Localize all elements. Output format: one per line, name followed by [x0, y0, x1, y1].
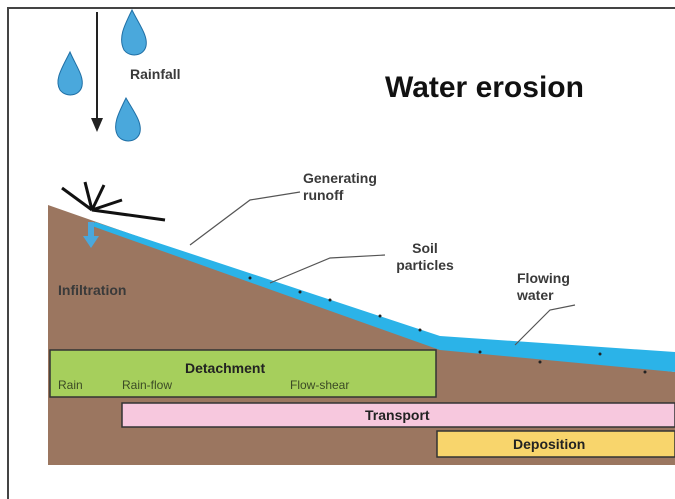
pointer: [190, 192, 300, 245]
transport-label: Transport: [365, 407, 430, 424]
part-label: Rain: [58, 378, 83, 392]
raindrop: [116, 98, 141, 141]
soil-particles-label: Soil particles: [385, 240, 465, 274]
particle: [299, 291, 302, 294]
detachment-label: Detachment: [185, 360, 265, 377]
infiltration-arrow: [88, 222, 94, 238]
raindrop: [58, 52, 82, 95]
splash: [62, 182, 165, 220]
splash-arrow: [92, 210, 165, 220]
page: {"header": {"title": "Water erosion"}, "…: [0, 0, 675, 499]
infiltration-label: Infiltration: [58, 282, 126, 299]
particle: [379, 315, 382, 318]
deposition-label: Deposition: [513, 436, 585, 453]
particle: [249, 277, 252, 280]
particle: [419, 329, 422, 332]
raindrop: [122, 10, 147, 55]
rainfall-label: Rainfall: [130, 66, 181, 83]
particle: [329, 299, 332, 302]
part-label: Rain-flow: [122, 378, 172, 392]
runoff-label: Generating runoff: [303, 170, 393, 204]
part-label: Flow-shear: [290, 378, 349, 392]
arrowhead: [91, 118, 103, 132]
pointer: [515, 305, 575, 345]
particle: [479, 351, 482, 354]
pointer: [270, 255, 385, 283]
particle: [644, 371, 647, 374]
title: Water erosion: [385, 70, 584, 106]
particle: [599, 353, 602, 356]
body: Water erosion Rainfall Generating runoff…: [0, 0, 675, 499]
particle: [539, 361, 542, 364]
flowing-water-label: Flowing water: [517, 270, 587, 304]
diagram: Water erosion Rainfall Generating runoff…: [0, 0, 675, 499]
